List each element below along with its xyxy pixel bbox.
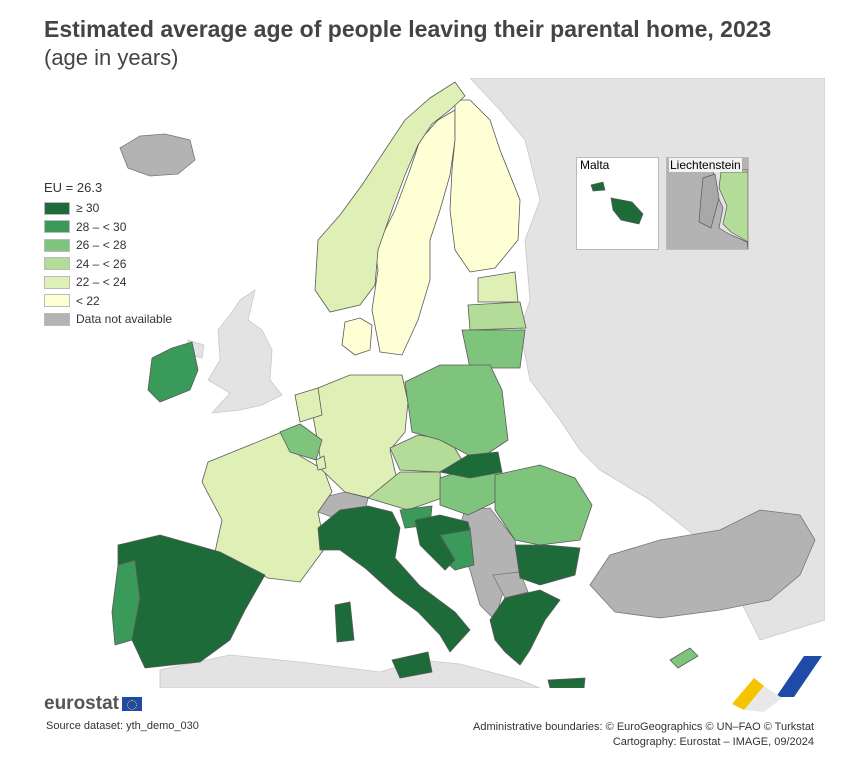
legend-item-label: 24 – < 26	[76, 256, 127, 271]
legend-item: 22 – < 24	[44, 273, 172, 292]
spain	[117, 534, 266, 669]
latvia	[467, 301, 527, 331]
lithuania	[461, 329, 526, 369]
netherlands	[294, 387, 323, 423]
cyprus	[669, 647, 699, 669]
credits-cartography: Cartography: Eurostat – IMAGE, 09/2024	[612, 736, 814, 748]
poland	[404, 364, 509, 461]
romania	[494, 464, 593, 546]
liechtenstein-inset-map	[667, 158, 748, 249]
luxembourg	[315, 455, 327, 471]
legend: EU = 26.3 ≥ 30 28 – < 30 26 – < 28 24 – …	[44, 180, 172, 329]
turkiye	[589, 509, 816, 619]
finland	[449, 99, 521, 273]
crete	[547, 677, 586, 688]
belgium	[279, 423, 323, 461]
bulgaria	[514, 544, 581, 586]
map-title: Estimated average age of people leaving …	[44, 16, 772, 42]
legend-item: ≥ 30	[44, 199, 172, 218]
credits: Administrative boundaries: © EuroGeograp…	[473, 720, 814, 750]
eurostat-logo: eurostat	[44, 693, 142, 715]
legend-swatch	[44, 220, 70, 234]
countries-with-data	[111, 81, 699, 688]
legend-item-label: 28 – < 30	[76, 219, 127, 234]
source-dataset: Source dataset: yth_demo_030	[46, 720, 199, 732]
legend-item: Data not available	[44, 310, 172, 329]
sicily	[391, 651, 433, 679]
cartography-logo	[732, 656, 822, 712]
legend-item-label: 26 – < 28	[76, 238, 127, 253]
eu-flag-icon	[121, 697, 142, 711]
slovakia	[438, 451, 503, 479]
croatia	[414, 514, 471, 571]
legend-item-label: ≥ 30	[76, 201, 100, 216]
greece	[489, 589, 561, 666]
ireland	[147, 341, 199, 403]
legend-swatch	[44, 294, 70, 308]
legend-swatch	[44, 201, 70, 215]
legend-item-label: < 22	[76, 293, 100, 308]
credits-boundaries: Administrative boundaries: © EuroGeograp…	[472, 721, 814, 733]
malta-inset: Malta	[576, 157, 659, 250]
legend-swatch	[44, 238, 70, 252]
liechtenstein-inset: Liechtenstein	[666, 157, 749, 250]
legend-item-label: 22 – < 24	[76, 275, 127, 290]
legend-item-label: Data not available	[76, 312, 173, 327]
malta-inset-map	[590, 181, 644, 225]
liechtenstein-inset-label: Liechtenstein	[669, 158, 742, 172]
legend-swatch	[44, 312, 70, 326]
legend-item: 28 – < 30	[44, 218, 172, 237]
legend-swatch	[44, 275, 70, 289]
sardinia	[334, 601, 355, 643]
legend-title: EU = 26.3	[44, 180, 103, 195]
iceland	[119, 133, 196, 177]
united-kingdom	[207, 289, 283, 414]
norway	[314, 81, 466, 313]
legend-item: 26 – < 28	[44, 236, 172, 255]
italy	[317, 505, 471, 653]
north-macedonia	[492, 571, 529, 599]
legend-swatch	[44, 257, 70, 271]
denmark	[341, 317, 373, 356]
brand-name: eurostat	[44, 693, 119, 714]
map-subtitle: (age in years)	[44, 45, 179, 70]
sweden	[371, 109, 456, 356]
legend-item: 24 – < 26	[44, 255, 172, 274]
legend-item: < 22	[44, 292, 172, 311]
malta-inset-label: Malta	[579, 158, 611, 172]
